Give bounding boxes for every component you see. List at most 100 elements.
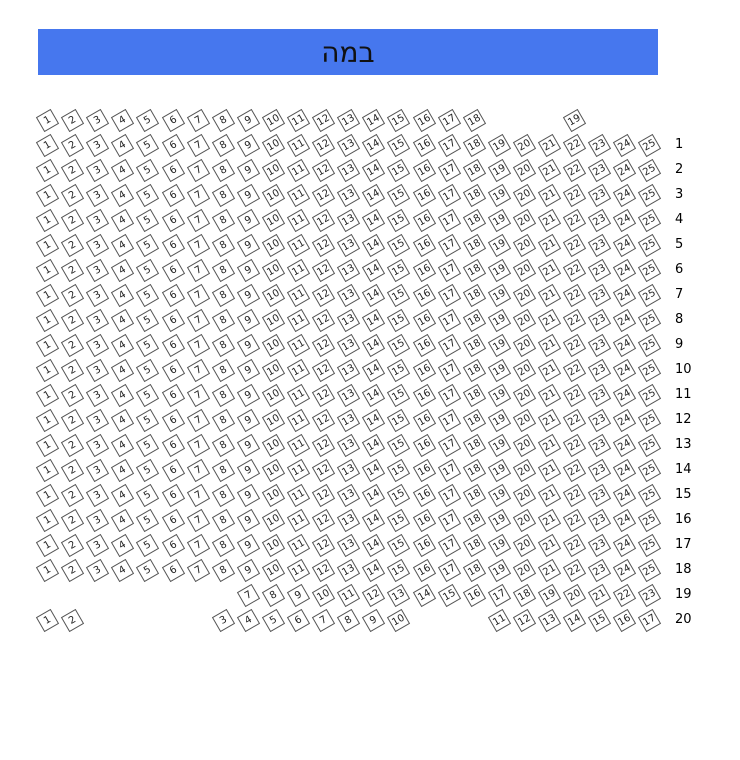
seat[interactable]: 15 xyxy=(387,458,411,483)
seat[interactable]: 18 xyxy=(462,233,486,258)
seat[interactable]: 18 xyxy=(462,283,486,308)
seat[interactable]: 21 xyxy=(537,183,562,208)
seat[interactable]: 7 xyxy=(186,433,210,458)
seat[interactable]: 10 xyxy=(261,483,286,508)
seat[interactable]: 3 xyxy=(86,208,110,233)
seat[interactable]: 6 xyxy=(286,608,311,633)
seat[interactable]: 12 xyxy=(311,408,336,433)
seat[interactable]: 15 xyxy=(387,283,411,308)
seat[interactable]: 6 xyxy=(161,383,185,408)
seat[interactable]: 18 xyxy=(462,483,486,508)
seat[interactable]: 10 xyxy=(261,358,286,383)
seat[interactable]: 5 xyxy=(136,158,160,183)
seat[interactable]: 25 xyxy=(638,433,662,458)
seat[interactable]: 19 xyxy=(487,233,511,258)
seat[interactable]: 19 xyxy=(487,483,511,508)
seat[interactable]: 17 xyxy=(487,583,511,608)
seat[interactable]: 5 xyxy=(136,133,160,158)
seat[interactable]: 9 xyxy=(236,508,260,533)
seat[interactable]: 16 xyxy=(412,358,436,383)
seat[interactable]: 1 xyxy=(35,158,60,183)
seat[interactable]: 11 xyxy=(286,158,311,183)
seat[interactable]: 18 xyxy=(462,358,486,383)
seat[interactable]: 21 xyxy=(537,408,562,433)
seat[interactable]: 14 xyxy=(362,233,386,258)
seat[interactable]: 22 xyxy=(562,508,587,533)
seat[interactable]: 17 xyxy=(437,433,461,458)
seat[interactable]: 10 xyxy=(311,583,336,608)
seat[interactable]: 10 xyxy=(261,333,286,358)
seat[interactable]: 2 xyxy=(60,383,85,408)
seat[interactable]: 8 xyxy=(211,208,235,233)
seat[interactable]: 18 xyxy=(462,558,486,583)
seat[interactable]: 6 xyxy=(161,408,185,433)
seat[interactable]: 24 xyxy=(613,483,637,508)
seat[interactable]: 4 xyxy=(111,383,135,408)
seat[interactable]: 5 xyxy=(136,283,160,308)
seat[interactable]: 24 xyxy=(613,283,637,308)
seat[interactable]: 25 xyxy=(638,258,662,283)
seat[interactable]: 15 xyxy=(387,133,411,158)
seat[interactable]: 11 xyxy=(286,433,311,458)
seat[interactable]: 18 xyxy=(462,458,486,483)
seat[interactable]: 14 xyxy=(362,533,386,558)
seat[interactable]: 1 xyxy=(35,258,60,283)
seat[interactable]: 14 xyxy=(362,358,386,383)
seat[interactable]: 18 xyxy=(462,133,486,158)
seat[interactable]: 15 xyxy=(387,533,411,558)
seat[interactable]: 24 xyxy=(613,533,637,558)
seat[interactable]: 9 xyxy=(236,483,260,508)
seat[interactable]: 13 xyxy=(337,408,361,433)
seat[interactable]: 2 xyxy=(60,258,85,283)
seat[interactable]: 20 xyxy=(512,183,537,208)
seat[interactable]: 19 xyxy=(487,458,511,483)
seat[interactable]: 10 xyxy=(261,108,286,133)
seat[interactable]: 17 xyxy=(437,108,461,133)
seat[interactable]: 13 xyxy=(337,233,361,258)
seat[interactable]: 21 xyxy=(537,333,562,358)
seat[interactable]: 8 xyxy=(211,458,235,483)
seat[interactable]: 5 xyxy=(136,208,160,233)
seat[interactable]: 10 xyxy=(261,408,286,433)
seat[interactable]: 10 xyxy=(261,133,286,158)
seat[interactable]: 20 xyxy=(512,208,537,233)
seat[interactable]: 9 xyxy=(236,358,260,383)
seat[interactable]: 16 xyxy=(412,258,436,283)
seat[interactable]: 7 xyxy=(186,258,210,283)
seat[interactable]: 14 xyxy=(362,458,386,483)
seat[interactable]: 22 xyxy=(562,233,587,258)
seat[interactable]: 24 xyxy=(613,133,637,158)
seat[interactable]: 19 xyxy=(487,258,511,283)
seat[interactable]: 16 xyxy=(412,308,436,333)
seat[interactable]: 23 xyxy=(588,283,612,308)
seat[interactable]: 9 xyxy=(236,383,260,408)
seat[interactable]: 20 xyxy=(512,558,537,583)
seat[interactable]: 10 xyxy=(261,383,286,408)
seat[interactable]: 18 xyxy=(462,508,486,533)
seat[interactable]: 13 xyxy=(337,458,361,483)
seat[interactable]: 24 xyxy=(613,158,637,183)
seat[interactable]: 14 xyxy=(562,608,587,633)
seat[interactable]: 6 xyxy=(161,108,185,133)
seat[interactable]: 3 xyxy=(86,158,110,183)
seat[interactable]: 18 xyxy=(462,183,486,208)
seat[interactable]: 17 xyxy=(437,183,461,208)
seat[interactable]: 11 xyxy=(286,458,311,483)
seat[interactable]: 14 xyxy=(362,208,386,233)
seat[interactable]: 4 xyxy=(111,133,135,158)
seat[interactable]: 7 xyxy=(186,158,210,183)
seat[interactable]: 24 xyxy=(613,383,637,408)
seat[interactable]: 12 xyxy=(311,308,336,333)
seat[interactable]: 11 xyxy=(286,408,311,433)
seat[interactable]: 7 xyxy=(186,333,210,358)
seat[interactable]: 9 xyxy=(236,258,260,283)
seat[interactable]: 23 xyxy=(588,433,612,458)
seat[interactable]: 15 xyxy=(387,208,411,233)
seat[interactable]: 11 xyxy=(286,558,311,583)
seat[interactable]: 19 xyxy=(487,508,511,533)
seat[interactable]: 3 xyxy=(86,133,110,158)
seat[interactable]: 5 xyxy=(136,558,160,583)
seat[interactable]: 21 xyxy=(537,233,562,258)
seat[interactable]: 3 xyxy=(86,358,110,383)
seat[interactable]: 3 xyxy=(86,483,110,508)
